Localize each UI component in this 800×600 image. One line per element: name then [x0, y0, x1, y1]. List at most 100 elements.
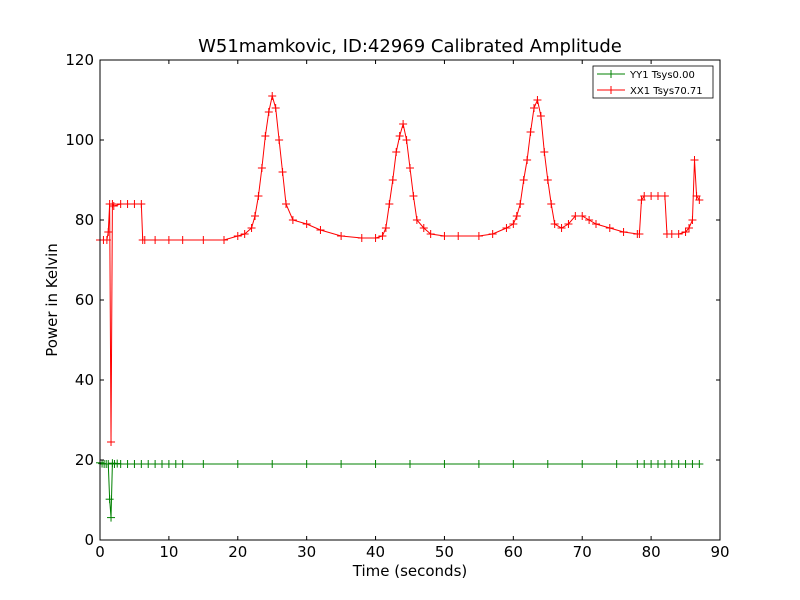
data-point [647, 192, 656, 200]
data-point [257, 164, 266, 172]
data-point [178, 236, 187, 244]
x-axis-label: Time (seconds) [352, 562, 468, 580]
legend-box [592, 65, 714, 99]
series-line [100, 95, 700, 443]
data-point [543, 460, 552, 468]
legend-item: XX1 Tsys70.71 [597, 86, 703, 97]
series-1 [96, 458, 704, 522]
data-point [240, 230, 249, 238]
data-point [543, 176, 552, 184]
data-point [371, 234, 380, 242]
data-point [533, 96, 542, 104]
data-point [419, 224, 428, 232]
data-point [409, 192, 418, 200]
data-point [378, 232, 387, 240]
data-point [178, 460, 187, 468]
x-tick-label: 10 [159, 543, 178, 561]
data-point [654, 192, 662, 200]
data-point [254, 192, 263, 200]
data-point [509, 460, 518, 468]
legend-item: YY1 Tsys0.00 [597, 70, 695, 81]
data-point [261, 132, 270, 140]
data-point [144, 460, 153, 468]
data-point [635, 230, 644, 238]
data-point [688, 460, 697, 468]
data-point [282, 200, 290, 208]
data-point [640, 192, 649, 200]
y-tick-label: 80 [75, 211, 94, 229]
data-point [130, 200, 139, 208]
data-point [395, 132, 404, 140]
plot-area [96, 92, 704, 522]
data-point [137, 200, 146, 208]
data-point [108, 200, 117, 208]
data-point [247, 224, 256, 232]
data-point [550, 220, 559, 228]
x-tick-label: 80 [642, 543, 661, 561]
data-point [151, 460, 160, 468]
x-axis: 0 10 20 30 40 50 60 70 80 90 [95, 60, 730, 561]
data-point [640, 460, 649, 468]
data-point [164, 460, 173, 468]
data-point [530, 104, 538, 112]
data-point [251, 212, 259, 220]
data-point [426, 230, 435, 238]
data-point [674, 460, 683, 468]
data-point [399, 120, 408, 128]
data-point [164, 236, 173, 244]
data-point [233, 232, 242, 240]
x-tick-label: 70 [573, 543, 592, 561]
y-axis: 0 20 40 60 80 100 120 [65, 51, 720, 549]
data-point [264, 108, 273, 116]
data-point [647, 460, 656, 468]
series-line [99, 462, 700, 518]
x-tick-label: 20 [228, 543, 247, 561]
data-point [381, 224, 390, 232]
data-point [220, 236, 228, 244]
data-point [585, 216, 594, 224]
legend-label: YY1 Tsys0.00 [629, 70, 695, 81]
data-point [402, 136, 411, 144]
data-point [107, 438, 116, 446]
data-point [667, 460, 676, 468]
data-point [578, 460, 587, 468]
x-tick-label: 30 [297, 543, 316, 561]
data-point [488, 230, 497, 238]
data-point [158, 460, 166, 468]
data-point [268, 92, 277, 100]
data-point [519, 176, 528, 184]
data-point [271, 104, 280, 112]
data-point [578, 212, 587, 220]
data-point [440, 232, 449, 240]
data-point [695, 460, 704, 468]
data-point [526, 128, 535, 136]
data-point [140, 236, 149, 244]
data-point [633, 460, 642, 468]
data-point [440, 460, 449, 468]
data-point [268, 460, 277, 468]
data-point [107, 513, 116, 522]
data-point [116, 460, 125, 468]
data-point [233, 460, 242, 468]
data-point [685, 224, 693, 232]
data-point [512, 212, 521, 220]
data-point [357, 234, 366, 242]
data-point [388, 176, 397, 184]
x-tick-label: 50 [435, 543, 454, 561]
data-point [571, 212, 580, 220]
y-tick-label: 0 [84, 531, 94, 549]
data-point [516, 200, 525, 208]
data-point [681, 460, 690, 468]
data-point [660, 460, 669, 468]
data-point [123, 460, 132, 468]
data-point [337, 232, 346, 240]
data-point [123, 200, 132, 208]
data-point [592, 220, 600, 228]
data-point [612, 460, 621, 468]
data-point [130, 460, 139, 468]
data-point [316, 226, 325, 234]
data-point [109, 202, 118, 210]
y-tick-label: 100 [65, 131, 94, 149]
y-tick-label: 40 [75, 371, 94, 389]
